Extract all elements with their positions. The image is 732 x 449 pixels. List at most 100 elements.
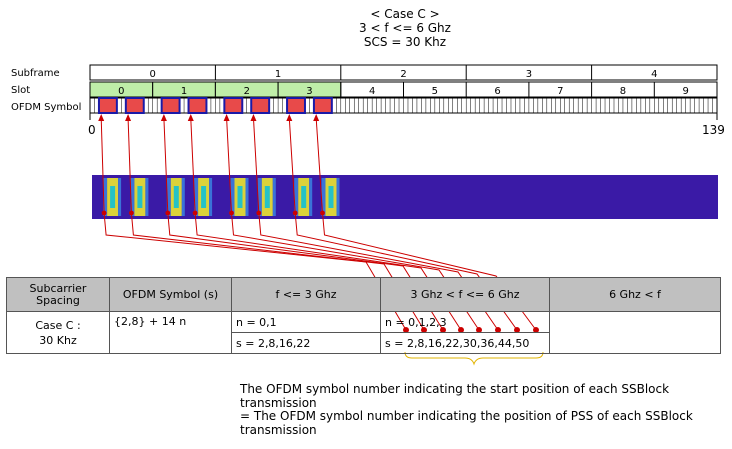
subframe-label: 3	[526, 69, 532, 80]
ssb-arrow	[163, 117, 169, 214]
arrow-head	[250, 114, 257, 121]
ssb-sss	[110, 186, 116, 208]
subframe-label: 0	[150, 69, 156, 80]
n-low-cell: n = 0,1	[231, 311, 381, 333]
slot-label: 3	[306, 86, 312, 97]
header-scs: Subcarrier Spacing	[6, 277, 110, 312]
header-f-high: 6 Ghz < f	[549, 277, 721, 312]
case-cell: Case C : 30 Khz	[6, 311, 110, 354]
note-line-4: transmission	[240, 422, 317, 437]
ssb-block	[187, 97, 208, 114]
ssb-block	[223, 97, 244, 114]
arrow-head	[125, 114, 132, 121]
ssb-edge	[181, 178, 185, 216]
slot-label: 7	[557, 86, 563, 97]
title-scs: SCS = 30 Khz	[363, 35, 447, 49]
ssb-arrow	[252, 117, 260, 214]
slot-row-label: Slot	[11, 85, 31, 96]
slot-label: 6	[494, 86, 500, 97]
table-row: Case C : 30 Khz {2,8} + 14 n n = 0,1 n =…	[6, 311, 721, 354]
ssb-table: Subcarrier Spacing OFDM Symbol (s) f <= …	[6, 277, 721, 354]
header-symbol: OFDM Symbol (s)	[109, 277, 232, 312]
note-line-1: The OFDM symbol number indicating the st…	[240, 382, 670, 396]
title-frequency: 3 < f <= 6 Ghz	[359, 21, 451, 35]
ssb-edge	[336, 178, 340, 216]
subframe-row	[89, 64, 718, 81]
subframe-label: 4	[651, 69, 657, 80]
ssb-block	[250, 97, 271, 114]
subframe-label: 2	[400, 69, 406, 80]
zoom-band	[92, 175, 718, 219]
ssb-edge	[309, 178, 313, 216]
slot-label: 9	[682, 86, 688, 97]
ssb-sss	[301, 186, 307, 208]
ssb-pss	[294, 178, 299, 216]
explanation-note: The OFDM symbol number indicating the st…	[240, 382, 720, 437]
arrow-head	[160, 114, 167, 121]
ssb-arrow	[226, 117, 232, 214]
ssb-arrow	[127, 117, 132, 214]
formula-cell: {2,8} + 14 n	[109, 311, 232, 354]
s-low-cell: s = 2,8,16,22	[231, 332, 381, 354]
ssb-arrow	[315, 117, 323, 214]
ssb-pss	[103, 178, 108, 216]
arrow-head	[223, 114, 230, 121]
arrow-head	[187, 114, 194, 121]
ssb-pss	[130, 178, 135, 216]
arrow-head	[286, 114, 293, 121]
slot-label: 1	[181, 86, 187, 97]
case-scs: 30 Khz	[39, 333, 77, 347]
ssb-block	[286, 97, 306, 114]
n-mid-cell: n = 0,1,2,3	[380, 311, 550, 333]
slot-label: 4	[369, 86, 375, 97]
arrow-head	[98, 114, 105, 121]
ssb-block	[312, 97, 333, 114]
note-line-2: transmission	[240, 395, 317, 410]
ssb-sss	[237, 186, 243, 208]
diagram-title: < Case C > 3 < f <= 6 Ghz SCS = 30 Khz	[300, 7, 510, 49]
ssb-sss	[328, 186, 334, 208]
subframe-label: 1	[275, 69, 281, 80]
ssb-arrow	[190, 117, 196, 214]
ssb-edge	[209, 178, 213, 216]
bracket	[404, 351, 544, 366]
title-case: < Case C >	[370, 7, 440, 21]
slot-label: 5	[432, 86, 438, 97]
ssb-block	[124, 97, 145, 114]
ssb-edge	[245, 178, 249, 216]
high-cell	[549, 311, 721, 354]
header-f-mid: 3 Ghz < f <= 6 Ghz	[380, 277, 550, 312]
axis-start-label: 0	[88, 123, 96, 137]
ssb-pss	[166, 178, 171, 216]
ssb-pss	[194, 178, 199, 216]
slot-label: 0	[118, 86, 124, 97]
s-mid-cell: s = 2,8,16,22,30,36,44,50	[380, 332, 550, 354]
ssb-sss	[201, 186, 207, 208]
arrow-head	[313, 114, 320, 121]
ssb-pss	[230, 178, 235, 216]
table-header-row: Subcarrier Spacing OFDM Symbol (s) f <= …	[6, 277, 721, 312]
ssb-arrow	[100, 117, 105, 214]
ssb-pss	[321, 178, 326, 216]
ssb-edge	[118, 178, 122, 216]
ssb-sss	[173, 186, 179, 208]
frame-grid: 0 1 2 3 4 0 1 2 3 4 5 6 7 8 9	[89, 64, 718, 120]
ssb-edge	[272, 178, 276, 216]
slot-label: 8	[620, 86, 626, 97]
ssb-pss	[257, 178, 262, 216]
symbol-row-label: OFDM Symbol	[11, 102, 82, 113]
zoom-band-bg	[92, 175, 718, 219]
ssb-block	[97, 97, 118, 114]
brace	[404, 351, 544, 366]
ssb-edge	[145, 178, 149, 216]
case-label: Case C :	[35, 318, 81, 332]
table-row: s = 2,8,16,22 s = 2,8,16,22,30,36,44,50	[7, 332, 721, 354]
ssb-sss	[137, 186, 143, 208]
axis-end-label: 139	[702, 123, 725, 137]
subframe-row-label: Subframe	[11, 68, 60, 79]
note-line-3: = The OFDM symbol number indicating the …	[240, 409, 693, 423]
ssb-arrow	[288, 117, 296, 214]
ssb-block	[160, 97, 181, 114]
ssb-sss	[264, 186, 270, 208]
